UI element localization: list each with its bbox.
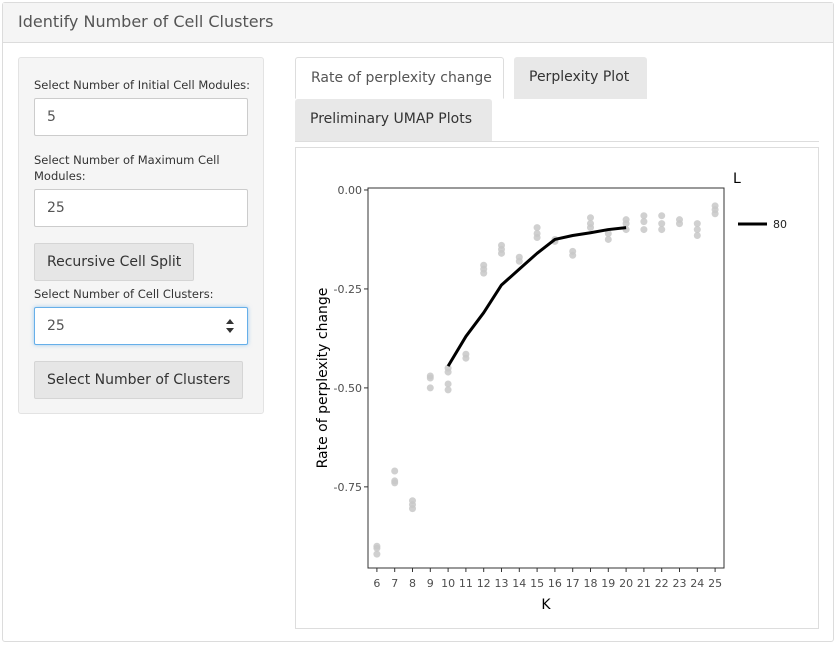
x-tick-label: 9 — [427, 577, 434, 590]
max-modules-label: Select Number of Maximum Cell Modules: — [34, 153, 220, 183]
initial-modules-label: Select Number of Initial Cell Modules: — [34, 78, 251, 92]
data-point — [587, 224, 594, 232]
x-tick-label: 20 — [619, 577, 633, 590]
x-tick-label: 22 — [655, 577, 669, 590]
x-tick-label: 17 — [566, 577, 580, 590]
data-point — [693, 232, 701, 239]
x-tick-label: 10 — [441, 577, 455, 590]
data-point — [426, 374, 434, 382]
data-point — [373, 544, 381, 552]
series-line-80 — [446, 226, 627, 367]
data-point — [515, 257, 523, 265]
tab-rate-of-perplexity-change[interactable]: Rate of perplexity change — [295, 57, 504, 99]
data-point — [462, 354, 470, 362]
data-point — [640, 218, 648, 226]
tab-preliminary-umap-plots[interactable]: Preliminary UMAP Plots — [295, 99, 492, 141]
data-point — [409, 505, 416, 513]
data-point — [444, 386, 452, 394]
data-point — [658, 220, 666, 228]
panel-title: Identify Number of Cell Clusters — [18, 12, 274, 31]
legend-entry: 80 — [773, 218, 787, 231]
initial-modules-input[interactable]: 5 — [34, 98, 248, 136]
data-point — [391, 479, 399, 487]
x-tick-label: 11 — [459, 577, 473, 590]
x-tick-label: 21 — [637, 577, 651, 590]
select-number-of-clusters-button[interactable]: Select Number of Clusters — [34, 361, 244, 399]
data-point — [426, 384, 434, 392]
tab-divider — [295, 141, 819, 142]
data-point — [444, 364, 452, 372]
data-point — [640, 226, 648, 234]
data-point — [480, 265, 488, 273]
y-tick-label: 0.00 — [338, 184, 363, 197]
y-tick-label: -0.50 — [334, 382, 362, 395]
number-spinner-icon[interactable] — [225, 317, 235, 335]
x-tick-label: 19 — [601, 577, 615, 590]
x-tick-label: 13 — [495, 577, 509, 590]
y-tick-label: -0.25 — [334, 283, 362, 296]
sidebar-well: Select Number of Initial Cell Modules: 5… — [18, 57, 264, 414]
data-point — [533, 233, 541, 241]
data-point — [587, 214, 594, 222]
x-tick-label: 24 — [690, 577, 704, 590]
data-point — [640, 212, 648, 220]
x-tick-label: 12 — [477, 577, 491, 590]
x-tick-label: 15 — [530, 577, 544, 590]
legend-title: L — [733, 171, 741, 187]
cell-clusters-value: 25 — [47, 318, 65, 334]
cell-clusters-input[interactable]: 25 — [34, 307, 248, 345]
data-point — [533, 224, 541, 232]
x-tick-label: 6 — [373, 577, 380, 590]
data-point — [622, 220, 630, 228]
y-axis-label: Rate of perplexity change — [315, 288, 331, 469]
plot-container — [295, 147, 819, 629]
x-tick-label: 14 — [512, 577, 526, 590]
data-point — [676, 220, 683, 228]
recursive-cell-split-button[interactable]: Recursive Cell Split — [34, 243, 195, 281]
data-point — [498, 245, 505, 253]
data-point — [391, 467, 399, 475]
data-point — [711, 210, 719, 218]
data-point — [444, 380, 452, 388]
x-tick-label: 16 — [548, 577, 562, 590]
data-point — [604, 235, 612, 243]
x-tick-label: 23 — [673, 577, 687, 590]
data-point — [604, 230, 612, 238]
data-point — [658, 212, 666, 220]
plot-frame — [367, 187, 725, 569]
max-modules-input[interactable]: 25 — [34, 189, 248, 227]
cell-clusters-label: Select Number of Cell Clusters: — [34, 287, 214, 301]
y-tick-label: -0.75 — [334, 481, 362, 494]
data-point — [693, 226, 701, 234]
tab-perplexity-plot[interactable]: Perplexity Plot — [514, 57, 647, 99]
x-tick-label: 8 — [409, 577, 416, 590]
data-point — [658, 226, 666, 234]
data-point — [373, 550, 381, 558]
x-axis-label: K — [541, 597, 551, 613]
x-tick-label: 25 — [708, 577, 722, 590]
panel-header: Identify Number of Cell Clusters — [3, 3, 833, 43]
data-point — [693, 220, 701, 228]
x-tick-label: 7 — [391, 577, 398, 590]
x-tick-label: 18 — [584, 577, 598, 590]
data-point — [569, 251, 577, 259]
